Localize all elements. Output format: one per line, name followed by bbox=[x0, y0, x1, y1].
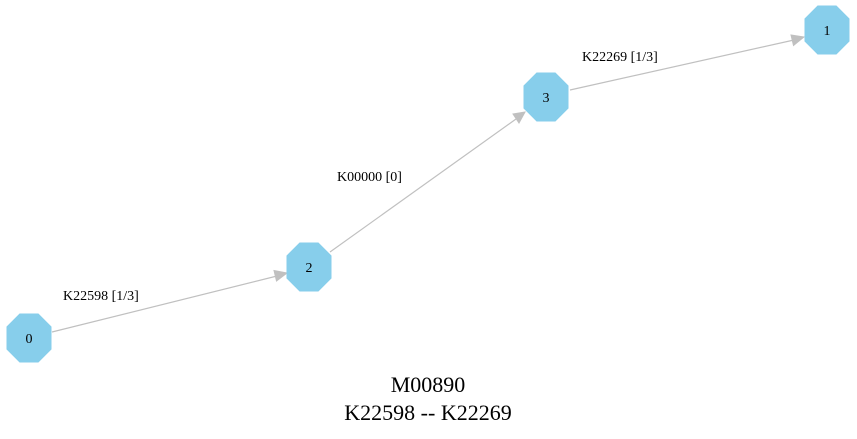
graph-subtitle: K22598 -- K22269 bbox=[344, 400, 511, 425]
graph-title: M00890 bbox=[391, 372, 466, 397]
octagon-icon bbox=[6, 313, 52, 363]
edge-label-0-2: K22598 [1/3] bbox=[63, 289, 139, 304]
node-label: 3 bbox=[543, 91, 550, 106]
edge-line bbox=[329, 118, 517, 253]
node-2[interactable]: 2 bbox=[286, 242, 332, 292]
edge-label-2-3: K00000 [0] bbox=[337, 170, 402, 185]
arrowhead-icon bbox=[790, 34, 806, 47]
arrowhead-icon bbox=[273, 269, 289, 282]
edge-3-1: K22269 [1/3] bbox=[569, 34, 806, 91]
node-1[interactable]: 1 bbox=[804, 5, 850, 55]
node-label: 0 bbox=[26, 332, 33, 347]
node-0[interactable]: 0 bbox=[6, 313, 52, 363]
node-label: 2 bbox=[306, 261, 313, 276]
node-3[interactable]: 3 bbox=[523, 72, 569, 122]
octagon-icon bbox=[523, 72, 569, 122]
octagon-icon bbox=[286, 242, 332, 292]
edge-label-3-1: K22269 [1/3] bbox=[582, 50, 658, 65]
edge-line bbox=[569, 39, 795, 91]
edge-line bbox=[51, 275, 278, 333]
edge-0-2: K22598 [1/3] bbox=[51, 269, 289, 333]
arrowhead-icon bbox=[512, 111, 526, 124]
node-label: 1 bbox=[824, 24, 831, 39]
edge-2-3: K00000 [0] bbox=[329, 111, 526, 253]
octagon-icon bbox=[804, 5, 850, 55]
